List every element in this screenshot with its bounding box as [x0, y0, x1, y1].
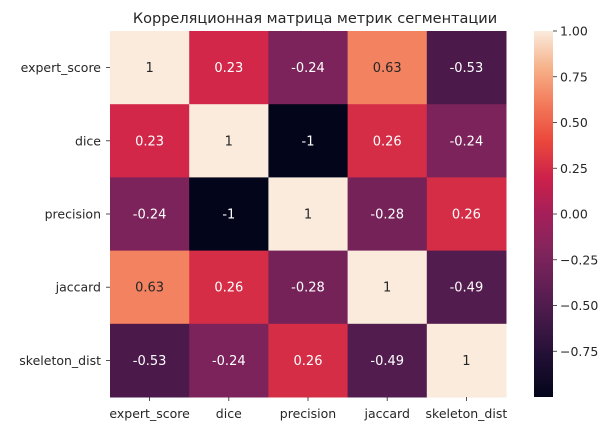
- cell-annotation: -0.24: [133, 208, 167, 223]
- heatmap-cell: [347, 323, 428, 398]
- heatmap-cell: [268, 250, 349, 325]
- heatmap-cell: [268, 323, 349, 398]
- y-tick-label: expert_score: [21, 60, 102, 75]
- heatmap-cell: [426, 104, 507, 178]
- heatmap-cell: [110, 177, 190, 252]
- y-tick-label: jaccard: [55, 280, 101, 295]
- heatmap-cell: [347, 104, 428, 178]
- colorbar-tick-label: 0.75: [560, 69, 588, 84]
- cell-annotation: -0.53: [450, 61, 484, 76]
- cell-annotation: 0.26: [373, 134, 402, 149]
- cell-annotation: -0.24: [212, 354, 246, 369]
- cell-annotation: -0.53: [133, 354, 167, 369]
- heatmap-cell: [189, 104, 269, 178]
- heatmap-cell: [110, 323, 190, 398]
- cell-annotation: 1: [225, 134, 233, 149]
- x-tick-label: expert_score: [109, 406, 190, 421]
- cell-annotation: -0.49: [450, 281, 484, 296]
- cell-annotation: 0.63: [373, 61, 402, 76]
- cell-annotation: 0.23: [214, 61, 243, 76]
- heatmap-cell: [426, 323, 507, 398]
- heatmap-cell: [268, 177, 349, 252]
- cell-annotations: 1 0.23 -0.24 0.63 -0.53 0.23 1 -1 0.26 -0.24 -0.24…: [133, 61, 483, 369]
- heatmap-cell: [426, 177, 507, 252]
- heatmap-cell: [110, 104, 190, 178]
- heatmap-cell: [110, 31, 190, 105]
- heatmap-cell: [426, 31, 507, 105]
- cell-annotation: -0.24: [450, 134, 484, 149]
- colorbar-tick-label: 1.00: [560, 24, 588, 39]
- cell-annotation: -0.28: [370, 208, 404, 223]
- y-tick-label: precision: [45, 207, 101, 222]
- heatmap-cells: [110, 31, 507, 398]
- heatmap-cell: [347, 177, 428, 252]
- heatmap-cell: [189, 31, 269, 105]
- cell-annotation: 0.23: [135, 134, 164, 149]
- cell-annotation: 0.26: [214, 281, 243, 296]
- chart-title: Корреляционная матрица метрик сегментаци…: [133, 11, 497, 27]
- heatmap-cell: [347, 31, 428, 105]
- x-tick-label: dice: [216, 406, 242, 421]
- cell-annotation: -0.49: [370, 354, 404, 369]
- colorbar-tick-label: −0.25: [560, 252, 598, 267]
- heatmap-cell: [426, 250, 507, 325]
- colorbar-tick-label: −0.75: [560, 344, 598, 359]
- colorbar-tick-label: 0.50: [560, 115, 588, 130]
- cell-annotation: -0.24: [291, 61, 325, 76]
- cell-annotation: -0.28: [291, 281, 325, 296]
- cell-annotation: -1: [222, 208, 235, 223]
- heatmap-cell: [110, 250, 190, 325]
- cell-annotation: 1: [304, 208, 312, 223]
- colorbar-gradient: [534, 31, 553, 397]
- cell-annotation: 1: [145, 61, 153, 76]
- cell-annotation: 0.63: [135, 281, 164, 296]
- cell-annotation: 1: [462, 354, 470, 369]
- heatmap-cell: [189, 250, 269, 325]
- y-tick-label: dice: [75, 133, 101, 148]
- colorbar-tick-label: 0.00: [560, 207, 588, 222]
- x-tick-label: skeleton_dist: [426, 406, 508, 421]
- cell-annotation: 0.26: [452, 208, 481, 223]
- heatmap-cell: [189, 323, 269, 398]
- x-tick-label: precision: [280, 406, 336, 421]
- cell-annotation: 0.26: [294, 354, 323, 369]
- heatmap-cell: [347, 250, 428, 325]
- heatmap-cell: [268, 31, 349, 105]
- y-tick-label: skeleton_dist: [19, 353, 101, 368]
- cell-annotation: 1: [383, 281, 391, 296]
- colorbar-tick-label: −0.50: [560, 298, 598, 313]
- x-axis-ticks: expert_score dice precision jaccard skeleton…: [109, 397, 507, 421]
- colorbar: 1.00 0.75 0.50 0.25 0.00 −0.25 −0.50 −0.75: [534, 24, 598, 397]
- heatmap-cell: [268, 104, 349, 178]
- x-tick-label: jaccard: [363, 406, 409, 421]
- cell-annotation: -1: [302, 134, 315, 149]
- colorbar-tick-label: 0.25: [560, 161, 588, 176]
- heatmap-cell: [189, 177, 269, 252]
